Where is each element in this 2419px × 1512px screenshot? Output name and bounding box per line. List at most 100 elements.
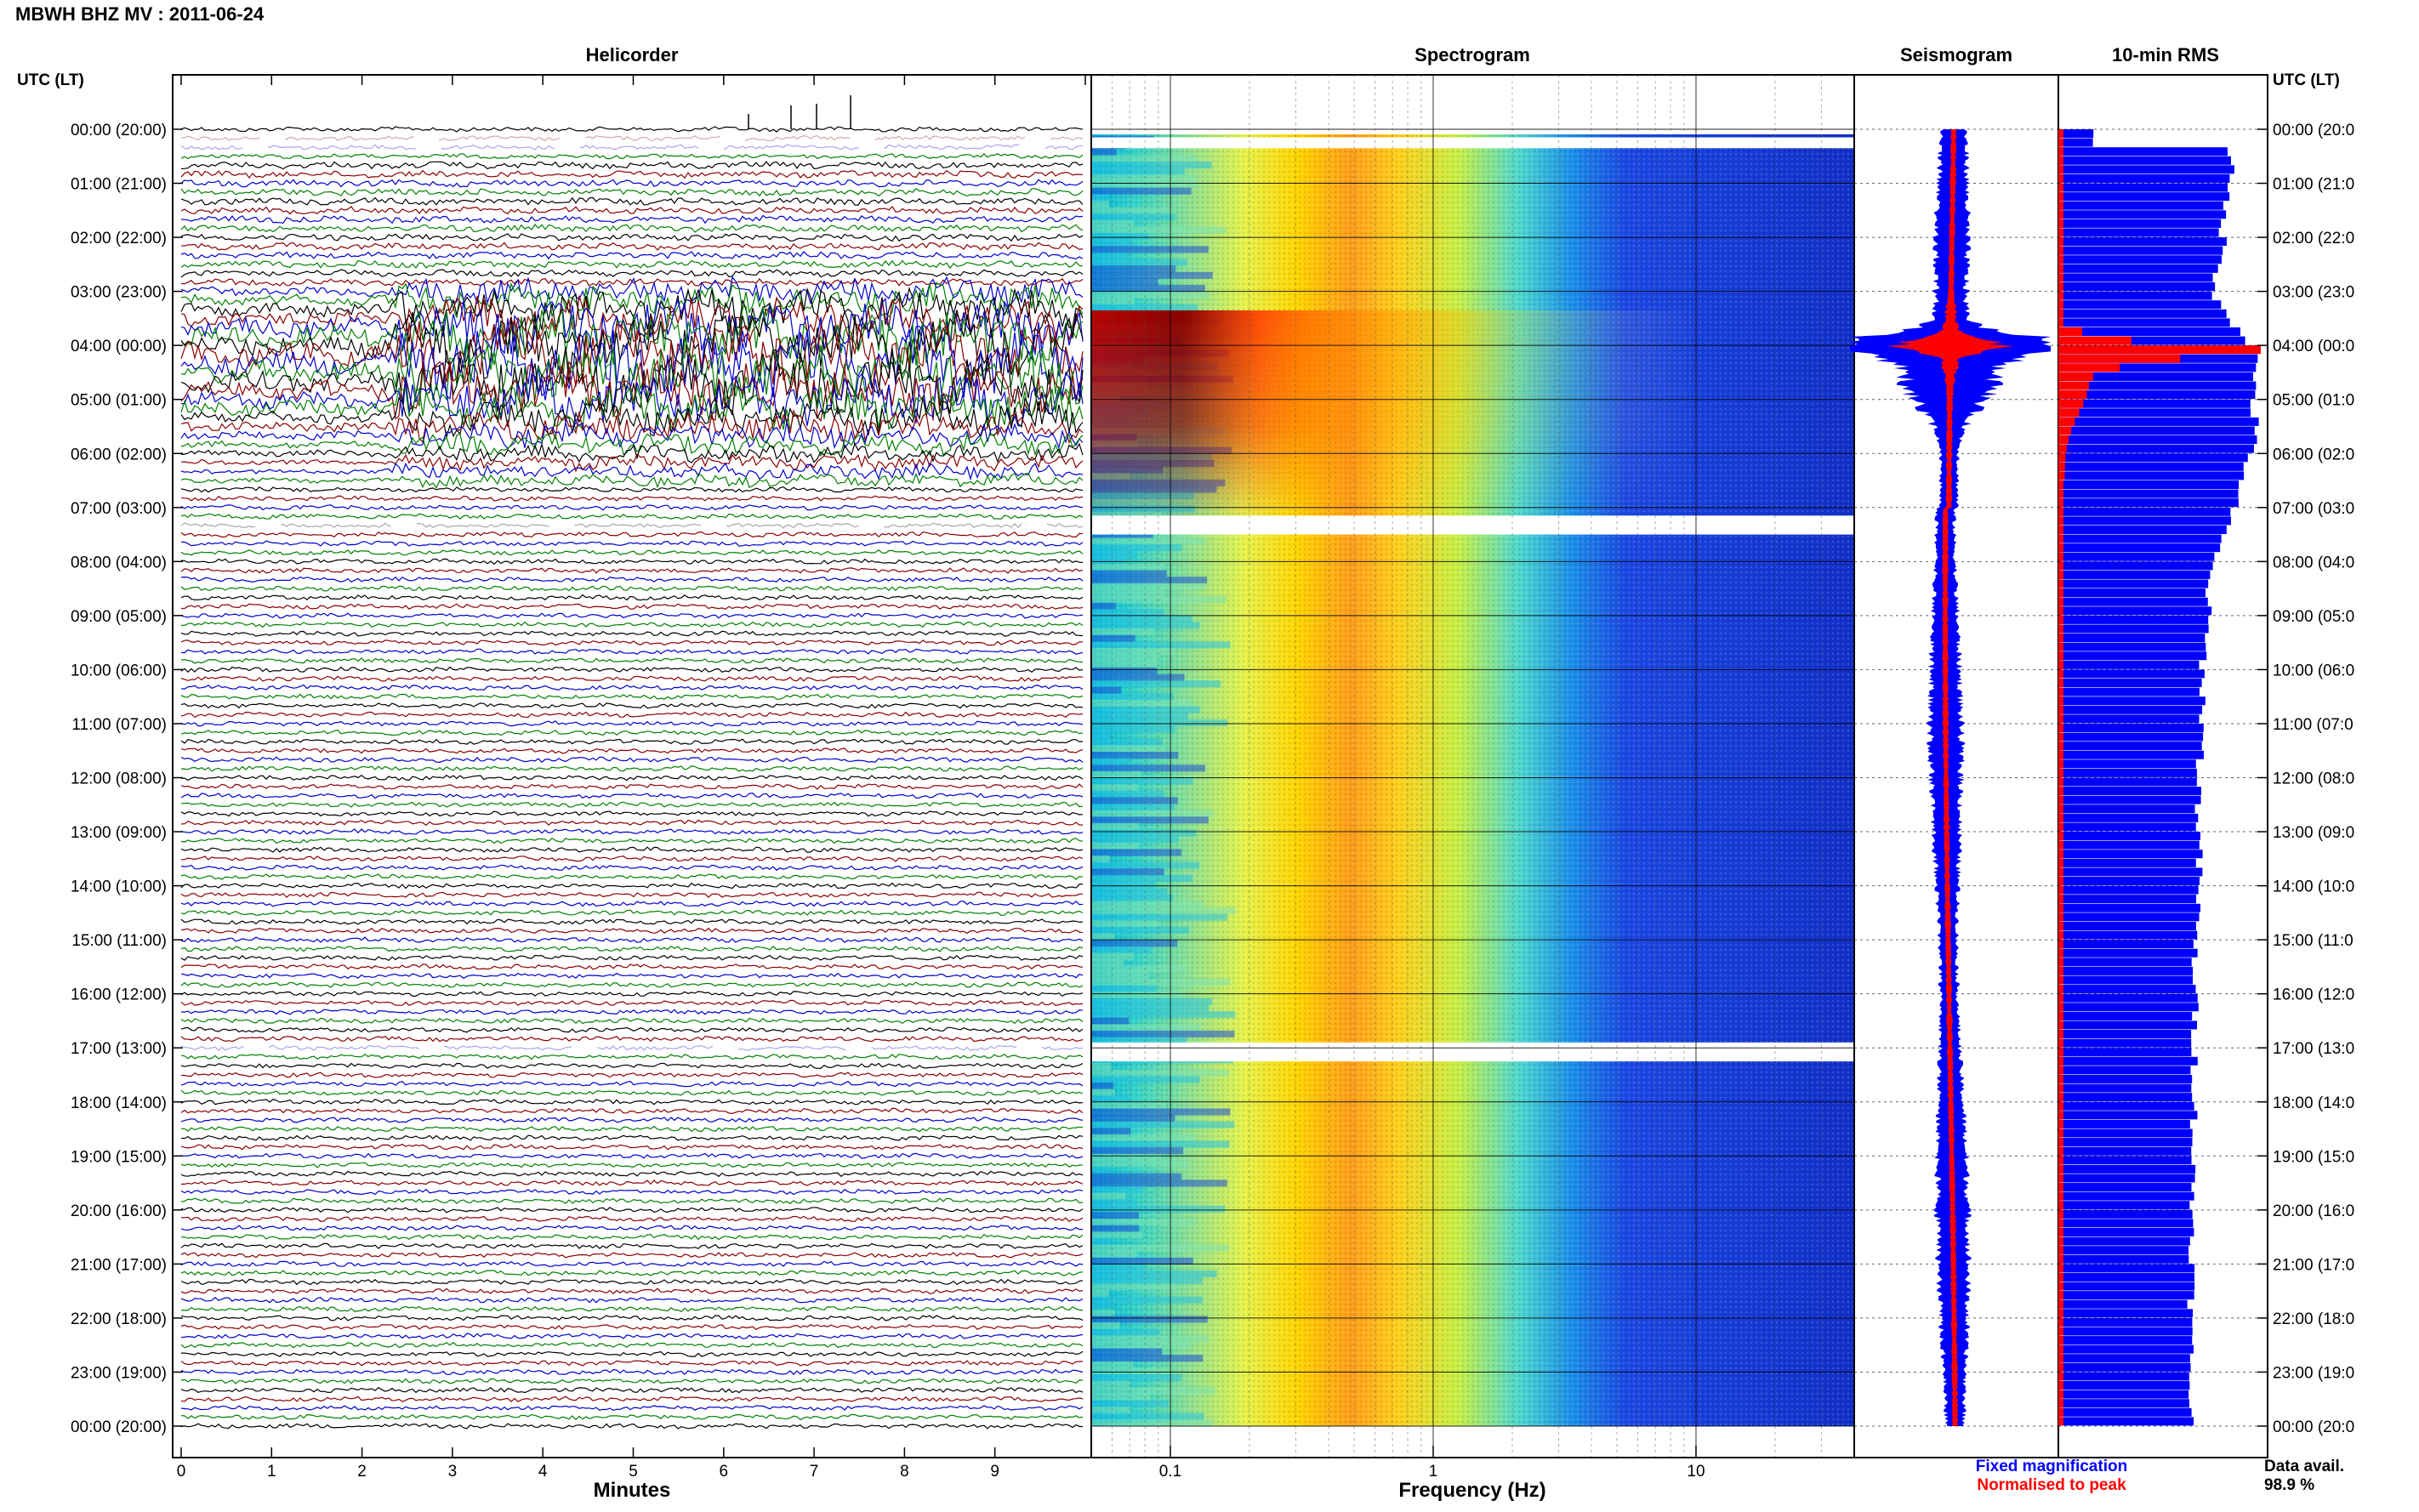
helicorder-trace bbox=[180, 1333, 1084, 1339]
rms-bar bbox=[2058, 399, 2251, 408]
spectrogram-row-stripe bbox=[1091, 278, 1158, 286]
rms-normalised-bar bbox=[2058, 1407, 2063, 1417]
spectrogram-row-stripe bbox=[1091, 1108, 1231, 1116]
spectrogram-row-stripe bbox=[1091, 648, 1174, 656]
spectrogram-row-stripe bbox=[1091, 901, 1204, 908]
rms-normalised-bar bbox=[2058, 696, 2063, 706]
spectrogram-row-stripe bbox=[1091, 570, 1167, 577]
minutes-axis-label: Minutes bbox=[594, 1479, 671, 1502]
rms-bar bbox=[2058, 173, 2230, 183]
rms-bar bbox=[2058, 291, 2212, 300]
helicorder-trace bbox=[180, 567, 1084, 574]
spectrogram-row-stripe bbox=[1091, 1030, 1235, 1037]
spectrogram-row-stripe bbox=[1091, 181, 1198, 189]
rms-bar bbox=[2058, 246, 2223, 255]
helicorder-trace bbox=[180, 371, 1084, 428]
rms-bar bbox=[2058, 985, 2196, 994]
legend-normalised-to-peak: Normalised to peak bbox=[1977, 1476, 2126, 1494]
time-tick-label: 20:00 (16:00) bbox=[71, 1202, 167, 1220]
helicorder-trace bbox=[180, 981, 1084, 988]
helicorder-trace bbox=[180, 188, 1084, 197]
spectrogram-row-stripe bbox=[1091, 233, 1149, 241]
left-axis-header: UTC (LT) bbox=[17, 71, 84, 89]
helicorder-trace bbox=[180, 233, 1084, 242]
spectrogram-row-stripe bbox=[1091, 1393, 1151, 1401]
rms-bar bbox=[2058, 1291, 2194, 1300]
helicorder-trace bbox=[180, 432, 1084, 458]
helicorder-trace bbox=[180, 1134, 1084, 1141]
helicorder-trace bbox=[180, 1125, 1084, 1133]
spectrogram-row-stripe bbox=[1091, 829, 1197, 837]
rms-bar bbox=[2058, 228, 2219, 237]
rms-bar bbox=[2058, 489, 2239, 498]
helicorder-trace bbox=[180, 972, 1084, 980]
rms-normalised-bar bbox=[2058, 1003, 2063, 1012]
minutes-tick-label: 3 bbox=[448, 1463, 458, 1481]
rms-normalised-bar bbox=[2058, 435, 2069, 445]
rms-bar bbox=[2058, 651, 2207, 661]
spectrogram-row-stripe bbox=[1091, 790, 1164, 798]
rms-bar bbox=[2058, 759, 2196, 769]
time-tick-label-right: 21:00 (17:0 bbox=[2273, 1256, 2354, 1274]
helicorder-trace bbox=[180, 1341, 1084, 1349]
rms-bar bbox=[2058, 435, 2257, 445]
time-tick-label: 11:00 (07:00) bbox=[71, 716, 167, 734]
spectrogram-row-stripe bbox=[1091, 246, 1209, 253]
data-availability-label: Data avail. bbox=[2264, 1458, 2344, 1475]
rms-bar bbox=[2058, 255, 2222, 264]
rms-bar bbox=[2058, 1282, 2195, 1291]
helicorder-trace bbox=[180, 1270, 1084, 1276]
rms-bar bbox=[2058, 948, 2198, 958]
spectrogram-row-stripe bbox=[1091, 1407, 1131, 1414]
rms-normalised-bar bbox=[2058, 1381, 2063, 1390]
spectrogram-row-stripe bbox=[1091, 622, 1200, 629]
rms-bar bbox=[2058, 867, 2203, 877]
helicorder-data-gap bbox=[390, 520, 417, 531]
spectrogram-row-stripe bbox=[1091, 940, 1178, 947]
spectrogram-row-stripe bbox=[1091, 849, 1182, 856]
rms-normalised-bar bbox=[2058, 1066, 2063, 1075]
rms-bar bbox=[2058, 210, 2227, 219]
rms-bar bbox=[2058, 264, 2218, 273]
helicorder-trace bbox=[180, 783, 1084, 790]
helicorder-trace bbox=[180, 1035, 1084, 1043]
rms-normalised-bar bbox=[2058, 687, 2063, 696]
time-tick-label-right: 22:00 (18:0 bbox=[2273, 1310, 2354, 1328]
helicorder-data-gap bbox=[243, 1043, 270, 1054]
rms-normalised-bar bbox=[2058, 651, 2063, 661]
helicorder-trace bbox=[180, 1107, 1084, 1115]
rms-bar bbox=[2058, 426, 2255, 435]
rms-bar bbox=[2058, 1146, 2192, 1156]
helicorder-data-gap bbox=[255, 520, 282, 531]
helicorder-trace bbox=[180, 1152, 1084, 1159]
helicorder-trace bbox=[180, 1080, 1084, 1088]
minutes-tick-label: 8 bbox=[900, 1463, 909, 1481]
rms-normalised-bar bbox=[2058, 1372, 2063, 1381]
time-tick-label-right: 12:00 (08:0 bbox=[2273, 770, 2354, 788]
rms-bar bbox=[2058, 1101, 2194, 1111]
rms-bar bbox=[2058, 453, 2248, 463]
spectrogram-row-stripe bbox=[1091, 628, 1154, 636]
helicorder-trace bbox=[180, 576, 1084, 583]
rms-bar bbox=[2058, 966, 2194, 975]
helicorder-trace bbox=[180, 1252, 1084, 1259]
spectrogram-row-stripe bbox=[1091, 777, 1193, 785]
time-tick-label-right: 00:00 (20:0 bbox=[2273, 122, 2354, 139]
rms-bar bbox=[2058, 363, 2257, 372]
helicorder-trace bbox=[180, 918, 1084, 925]
spectrogram-row-stripe bbox=[1091, 1322, 1120, 1330]
rms-normalised-bar bbox=[2058, 958, 2063, 967]
rms-normalised-bar bbox=[2058, 255, 2063, 264]
rms-normalised-bar bbox=[2058, 1399, 2063, 1408]
helicorder-trace bbox=[180, 1044, 1084, 1051]
rms-bar bbox=[2058, 1074, 2193, 1083]
spectrogram-row-stripe bbox=[1091, 1192, 1126, 1200]
rms-normalised-bar bbox=[2058, 1264, 2063, 1273]
spectrogram-row-stripe bbox=[1091, 1380, 1130, 1388]
rms-normalised-bar bbox=[2058, 399, 2084, 408]
rms-bar bbox=[2058, 480, 2240, 490]
rms-bar bbox=[2058, 1336, 2193, 1345]
spectrogram-row-stripe bbox=[1091, 797, 1178, 804]
rms-normalised-bar bbox=[2058, 732, 2063, 742]
spectrogram-row-stripe bbox=[1091, 1276, 1203, 1284]
